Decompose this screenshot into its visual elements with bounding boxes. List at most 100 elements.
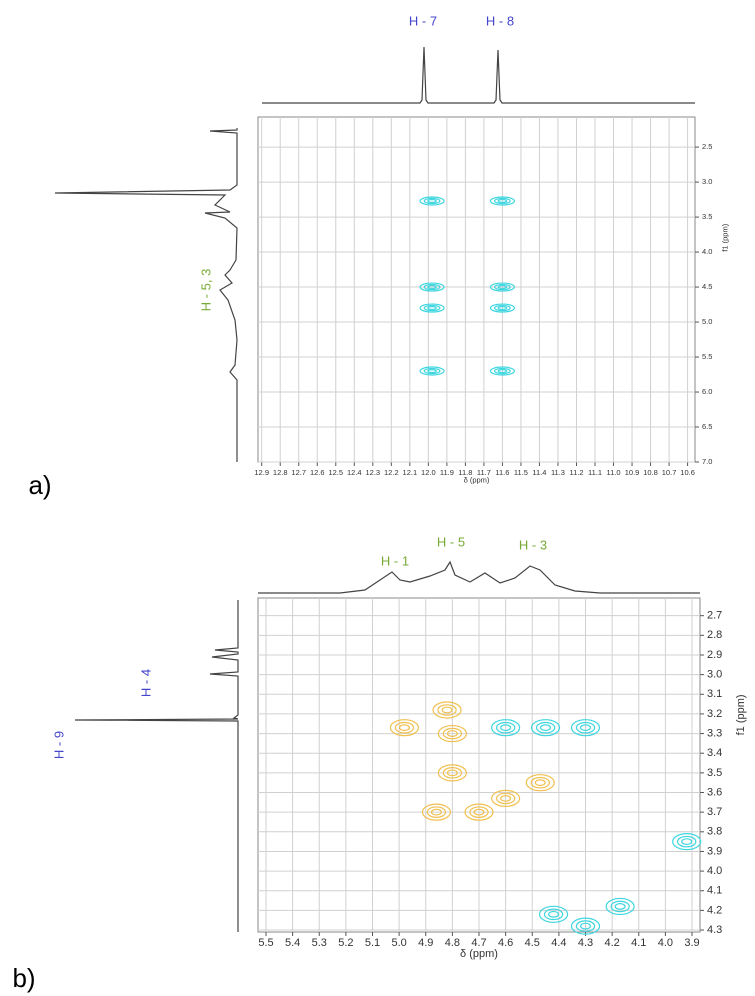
x-tick-label: 4.7 — [471, 937, 486, 949]
contour — [419, 303, 445, 313]
y-tick-label: 2.9 — [707, 649, 722, 661]
x-tick-label: 11.2 — [569, 468, 583, 477]
y-tick-label: 4.0 — [702, 247, 712, 256]
contour — [432, 701, 462, 719]
x-tick-label: 5.4 — [285, 937, 300, 949]
contour — [489, 196, 516, 206]
peak-label: H - 5 — [437, 534, 465, 549]
x-tick-label: 12.0 — [421, 468, 436, 477]
peak-label: H - 4 — [138, 669, 153, 697]
y-tick-label: 5.5 — [702, 352, 712, 361]
x-axis-label: δ (ppm) — [464, 475, 490, 484]
contour — [548, 910, 560, 918]
contour — [497, 369, 508, 374]
y-tick-label: 7.0 — [702, 457, 712, 466]
x-tick-label: 4.1 — [631, 937, 646, 949]
contour — [419, 366, 445, 376]
contour — [570, 719, 601, 737]
contour — [530, 776, 550, 789]
y-tick-label: 3.6 — [707, 786, 722, 798]
y-tick-label: 2.7 — [707, 610, 722, 622]
contour — [494, 304, 511, 312]
y-tick-label: 6.5 — [702, 422, 712, 431]
contour — [423, 283, 441, 291]
x-tick-label: 10.7 — [662, 468, 677, 477]
y-tick-label: 3.5 — [702, 212, 712, 221]
x-tick-label: 11.4 — [532, 468, 546, 477]
y-tick-label: 4.3 — [707, 924, 722, 936]
y-tick-label: 2.5 — [702, 142, 712, 151]
y-tick-label: 4.1 — [707, 885, 722, 897]
contour — [489, 303, 516, 313]
y-axis-label: f1 (ppm) — [735, 694, 747, 735]
x-tick-label: 12.1 — [403, 468, 418, 477]
contour — [538, 905, 569, 923]
contour — [495, 792, 516, 805]
x-tick-label: 4.6 — [498, 937, 513, 949]
peak-label: H - 9 — [51, 731, 66, 759]
x-tick-label: 12.7 — [291, 468, 306, 477]
contour — [525, 774, 555, 792]
contour — [535, 721, 556, 734]
contour — [437, 764, 467, 782]
contour — [473, 808, 485, 816]
contour — [494, 283, 511, 291]
contour — [681, 838, 693, 846]
x-tick-label: 12.4 — [347, 468, 362, 477]
y-tick-label: 3.3 — [707, 727, 722, 739]
contour — [605, 897, 635, 916]
x-tick-label: 10.9 — [625, 468, 640, 477]
contour — [427, 198, 437, 203]
contour — [394, 721, 415, 734]
y-tick-label: 3.5 — [707, 767, 722, 779]
x-tick-label: 5.1 — [365, 937, 380, 949]
contour — [489, 282, 516, 292]
contour — [419, 196, 445, 206]
peak-label: H - 5, 3 — [198, 269, 213, 312]
x-tick-label: 11.9 — [440, 468, 454, 477]
contour — [500, 724, 512, 732]
contour — [421, 803, 451, 821]
peak-label: H - 8 — [486, 13, 514, 28]
contour — [427, 285, 437, 290]
contour — [530, 719, 561, 737]
peak-label: H - 7 — [409, 13, 437, 28]
contour — [464, 803, 494, 821]
contour — [580, 922, 592, 930]
x-tick-label: 5.2 — [338, 937, 353, 949]
contour — [497, 306, 508, 311]
projection-trace — [74, 600, 239, 932]
contour — [575, 920, 596, 932]
contour — [540, 724, 552, 732]
y-tick-label: 3.0 — [702, 177, 712, 186]
contour — [495, 721, 516, 734]
y-tick-label: 3.0 — [707, 669, 722, 681]
contour — [491, 719, 521, 737]
contour — [500, 795, 512, 802]
contour — [469, 806, 489, 818]
x-tick-label: 3.9 — [684, 937, 699, 949]
contour — [442, 727, 463, 740]
x-tick-label: 4.0 — [658, 937, 673, 949]
contour — [497, 198, 508, 203]
contour — [430, 808, 442, 816]
contour — [610, 900, 630, 913]
y-tick-label: 4.2 — [707, 904, 722, 916]
x-tick-label: 5.3 — [312, 937, 327, 949]
x-tick-label: 11.7 — [477, 468, 491, 477]
contour — [534, 779, 546, 787]
x-tick-label: 5.5 — [258, 937, 273, 949]
x-tick-label: 4.4 — [551, 937, 566, 949]
contour — [389, 719, 420, 737]
contour — [423, 367, 441, 375]
contour — [441, 706, 453, 714]
y-tick-label: 5.0 — [702, 317, 712, 326]
x-tick-label: 12.8 — [273, 468, 288, 477]
contour — [446, 769, 458, 777]
x-tick-label: 12.6 — [310, 468, 325, 477]
contour — [494, 197, 511, 205]
y-tick-label: 3.9 — [707, 845, 722, 857]
contour — [672, 833, 702, 851]
x-tick-label: 11.1 — [588, 468, 602, 477]
